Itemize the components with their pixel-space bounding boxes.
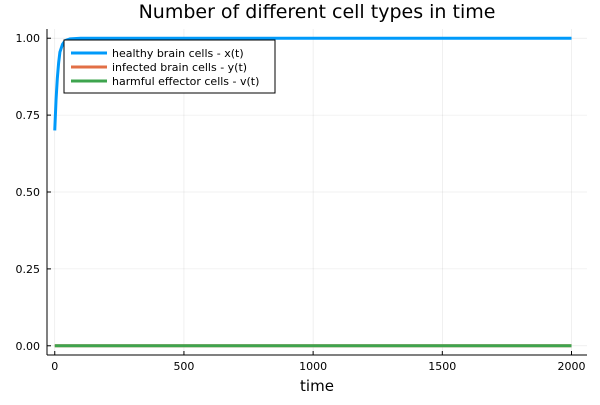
y-tick-label: 0.50	[16, 186, 41, 199]
x-tick-label: 500	[173, 360, 194, 373]
y-tick-label: 0.25	[16, 263, 41, 276]
x-tick-label: 1500	[428, 360, 456, 373]
y-tick-label: 1.00	[16, 32, 41, 45]
legend: healthy brain cells - x(t)infected brain…	[63, 39, 276, 94]
chart-title: Number of different cell types in time	[139, 1, 496, 23]
y-axis-ticks: 0.00 0.25 0.50 0.75 1.00	[16, 32, 51, 353]
series-lines	[53, 36, 572, 348]
legend-label: healthy brain cells - x(t)	[112, 47, 244, 60]
x-tick-label: 0	[51, 360, 58, 373]
x-axis-title: time	[300, 377, 334, 395]
y-tick-label: 0.75	[16, 109, 41, 122]
x-tick-label: 1000	[299, 360, 327, 373]
legend-label: infected brain cells - y(t)	[112, 61, 247, 74]
x-tick-label: 2000	[557, 360, 585, 373]
y-tick-label: 0.00	[16, 340, 41, 353]
legend-label: harmful effector cells - v(t)	[112, 75, 259, 88]
series-line-1	[53, 36, 572, 131]
x-axis-ticks: 0 500 1000 1500 2000	[51, 351, 585, 373]
